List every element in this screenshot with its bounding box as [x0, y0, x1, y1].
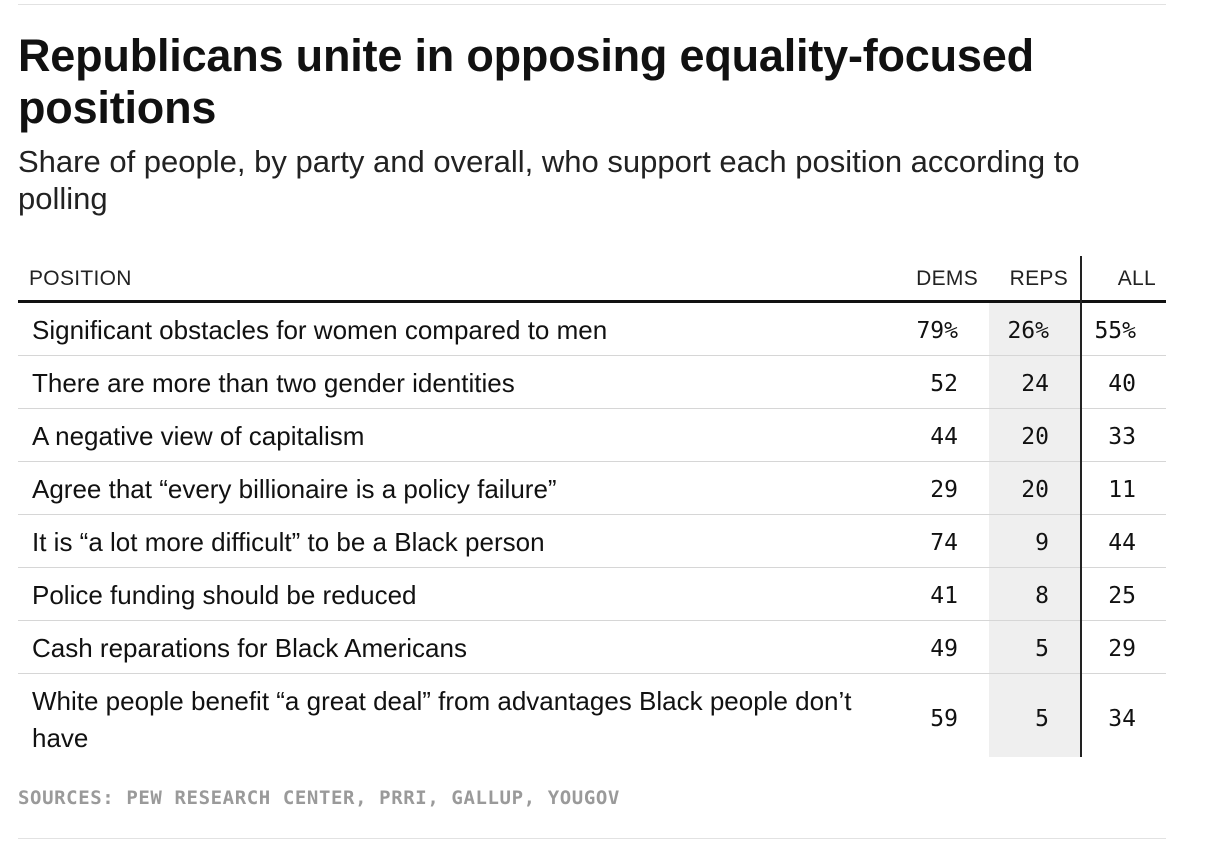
table-header: POSITION DEMS REPS ALL [18, 256, 1166, 300]
all-value: 55% [1094, 318, 1136, 344]
all-value: 34 [1108, 706, 1136, 732]
chart-title: Republicans unite in opposing equality-f… [18, 30, 1034, 133]
top-divider [18, 4, 1166, 5]
all-value: 40 [1108, 371, 1136, 397]
all-value: 44 [1108, 530, 1136, 556]
reps-value: 5 [1035, 636, 1049, 662]
table-row: Police funding should be reduced 41 8 25 [18, 568, 1166, 621]
dems-value: 74 [930, 530, 958, 556]
header-position: POSITION [29, 267, 132, 290]
dems-value: 29 [930, 477, 958, 503]
table-row: There are more than two gender identitie… [18, 356, 1166, 409]
chart-subtitle: Share of people, by party and overall, w… [18, 144, 1080, 216]
all-value: 11 [1108, 477, 1136, 503]
header-dems: DEMS [916, 267, 978, 290]
reps-value: 20 [1021, 424, 1049, 450]
dems-value: 59 [930, 706, 958, 732]
dems-value: 41 [930, 583, 958, 609]
dems-value: 52 [930, 371, 958, 397]
dems-value: 79% [916, 318, 958, 344]
dems-value: 49 [930, 636, 958, 662]
header-all: ALL [1117, 267, 1156, 290]
reps-value: 26% [1007, 318, 1049, 344]
position-label: It is “a lot more difficult” to be a Bla… [32, 527, 545, 557]
reps-value: 9 [1035, 530, 1049, 556]
reps-value: 8 [1035, 583, 1049, 609]
position-label: There are more than two gender identitie… [32, 368, 515, 398]
position-label: Significant obstacles for women compared… [32, 315, 608, 345]
position-label: Cash reparations for Black Americans [32, 633, 467, 663]
bottom-divider [18, 838, 1166, 839]
all-value: 33 [1108, 424, 1136, 450]
support-table: POSITION DEMS REPS ALL Significant obsta… [18, 256, 1166, 757]
position-label: Agree that “every billionaire is a polic… [32, 474, 557, 504]
all-column-divider [1080, 256, 1082, 757]
reps-column-highlight [989, 303, 1080, 757]
position-label: White people benefit “a great deal” from… [32, 686, 852, 753]
position-label: A negative view of capitalism [32, 421, 365, 451]
table-row: Agree that “every billionaire is a polic… [18, 462, 1166, 515]
position-label: Police funding should be reduced [32, 580, 417, 610]
dems-value: 44 [930, 424, 958, 450]
reps-value: 24 [1021, 371, 1049, 397]
all-value: 29 [1108, 636, 1136, 662]
table-body: Significant obstacles for women compared… [18, 303, 1166, 762]
source-note: SOURCES: PEW RESEARCH CENTER, PRRI, GALL… [18, 787, 620, 809]
table-row: Significant obstacles for women compared… [18, 303, 1166, 356]
reps-value: 5 [1035, 706, 1049, 732]
table-row: White people benefit “a great deal” from… [18, 674, 1166, 762]
header-reps: REPS [1009, 267, 1068, 290]
header-rule [18, 300, 1166, 303]
table-row: It is “a lot more difficult” to be a Bla… [18, 515, 1166, 568]
table-row: A negative view of capitalism 44 20 33 [18, 409, 1166, 462]
reps-value: 20 [1021, 477, 1049, 503]
table-row: Cash reparations for Black Americans 49 … [18, 621, 1166, 674]
all-value: 25 [1108, 583, 1136, 609]
